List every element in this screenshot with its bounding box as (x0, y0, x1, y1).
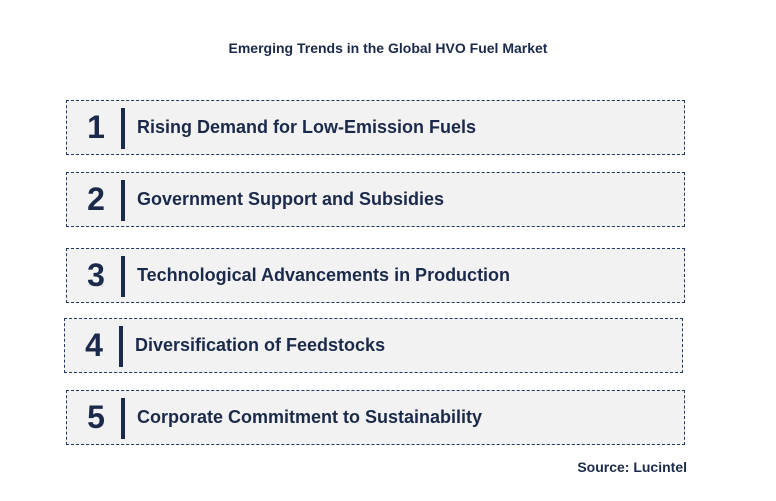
trend-number: 3 (87, 257, 105, 293)
trend-label: Corporate Commitment to Sustainability (137, 407, 483, 427)
trend-label: Diversification of Feedstocks (135, 335, 386, 355)
diagram-title: Emerging Trends in the Global HVO Fuel M… (228, 40, 548, 56)
trend-number: 5 (87, 399, 105, 435)
trend-item-2: 2 Government Support and Subsidies (66, 172, 685, 227)
divider-bar (119, 326, 123, 367)
trend-item-4: 4 Diversification of Feedstocks (64, 318, 683, 373)
divider-bar (121, 398, 125, 439)
trend-number: 1 (87, 109, 105, 145)
trend-label: Rising Demand for Low-Emission Fuels (137, 117, 477, 137)
source-note: Source: Lucintel (577, 459, 687, 475)
trend-item-5: 5 Corporate Commitment to Sustainability (66, 390, 685, 445)
trend-label: Government Support and Subsidies (137, 189, 445, 209)
trend-label: Technological Advancements in Production (137, 265, 511, 285)
divider-bar (121, 108, 125, 149)
divider-bar (121, 180, 125, 221)
trend-item-1: 1 Rising Demand for Low-Emission Fuels (66, 100, 685, 155)
divider-bar (121, 256, 125, 297)
trend-number: 2 (87, 181, 105, 217)
trend-number: 4 (85, 327, 103, 363)
trend-item-3: 3 Technological Advancements in Producti… (66, 248, 685, 303)
